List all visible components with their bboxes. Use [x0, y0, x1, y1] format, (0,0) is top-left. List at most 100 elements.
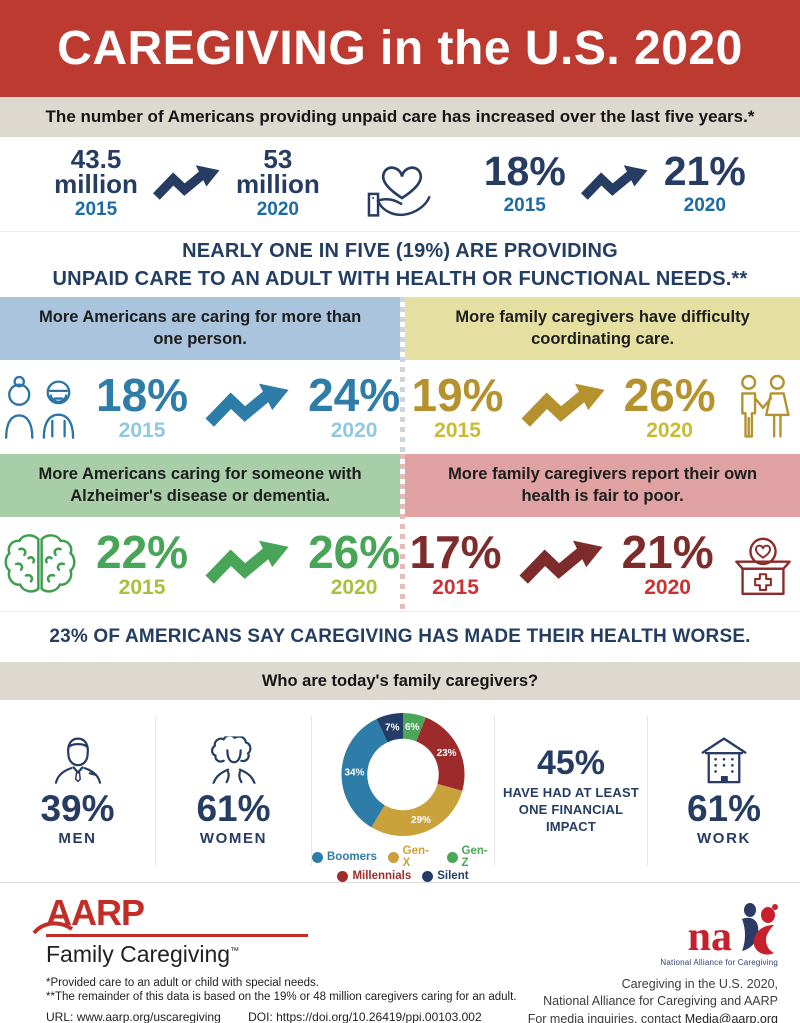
header-banner: CAREGIVING in the U.S. 2020: [0, 0, 800, 97]
quadrant-title: More Americans caring for someone with A…: [0, 454, 401, 517]
stat-percent-2020: 21% 2020: [664, 151, 746, 217]
aarp-logo: AARP Family Caregiving™: [32, 895, 516, 968]
quadrant-own-health: More family caregivers report their own …: [405, 454, 800, 611]
legend-item-gen-z: Gen-Z: [446, 845, 494, 869]
legend-item-gen-x: Gen-X: [387, 845, 436, 869]
office-building-icon: [695, 735, 753, 790]
who-caregivers-text: Who are today's family caregivers?: [261, 671, 539, 690]
percent-2015-value: 18%: [483, 148, 566, 194]
financial-impact-stat: 45% HAVE HAD AT LEAST ONE FINANCIAL IMPA…: [495, 700, 647, 882]
trademark-symbol: ™: [230, 945, 240, 956]
grid-divider: [400, 297, 406, 454]
quadrant-title-text: More Americans are caring for more than …: [39, 308, 362, 348]
donut-data-label: 34%: [344, 768, 364, 779]
media-email-link[interactable]: Media@aarp.org: [684, 1011, 778, 1023]
doi-link[interactable]: https://doi.org/10.26419/ppi.00103.002: [276, 1009, 482, 1023]
legend-dot-icon: [337, 870, 349, 882]
who-caregivers-bar: Who are today's family caregivers?: [0, 662, 800, 700]
quadrant-title-text: More family caregivers have difficulty c…: [455, 308, 750, 348]
donut-slice-silent: [376, 712, 403, 743]
statement-line: UNPAID CARE TO AN ADULT WITH HEALTH OR F…: [52, 267, 748, 290]
men-stat: 39% MEN: [0, 700, 155, 882]
couple-holding-hands-icon: [732, 373, 794, 441]
footnote-2: **The remainder of this data is based on…: [46, 990, 517, 1003]
url-label: URL:: [46, 1009, 74, 1023]
increase-arrow-icon: [152, 164, 222, 204]
women-value: 61%: [196, 787, 271, 829]
doi-label: DOI:: [248, 1009, 273, 1023]
source-links: URL: www.aarp.org/uscaregiving DOI: http…: [46, 1010, 516, 1023]
quadrant-title: More family caregivers report their own …: [405, 454, 800, 517]
subtitle-text: The number of Americans providing unpaid…: [45, 107, 755, 126]
donut-data-label: 6%: [405, 722, 420, 733]
nac-tagline: National Alliance for Caregiving: [660, 958, 778, 967]
millions-unit: million: [54, 168, 138, 199]
work-stat: 61% WORK: [648, 700, 800, 882]
health-worse-statement: 23% OF AMERICANS SAY CAREGIVING HAS MADE…: [0, 612, 800, 662]
quadrant-title: More family caregivers have difficulty c…: [405, 297, 800, 360]
grid-divider: [400, 454, 406, 611]
footer-left: AARP Family Caregiving™ *Provided care t…: [32, 895, 517, 1023]
millions-2015-value: 43.5: [70, 143, 122, 174]
work-label: WORK: [697, 830, 751, 848]
women-stat: 61% WOMEN: [156, 700, 311, 882]
donut-slice-gen-x: [371, 784, 463, 837]
generations-donut-chart: 6% 23% 29% 34% 7% Boomers Gen-X Gen-Z Millennia…: [312, 700, 494, 882]
brain-icon: [0, 531, 80, 597]
donut-data-label: 29%: [411, 815, 431, 826]
legend-label: Boomers: [327, 851, 377, 863]
stat-to: 26% 2020: [308, 525, 401, 599]
quadrant-title-text: More Americans caring for someone with A…: [38, 465, 362, 505]
family-caregiving-wordmark: Family Caregiving™: [46, 941, 240, 967]
year-label: 2020: [683, 195, 726, 216]
donut-slice-boomers: [341, 718, 388, 828]
quadrant-stats: 19% 2015 26% 2020: [405, 360, 800, 454]
financial-label: HAVE HAD AT LEAST ONE FINANCIAL IMPACT: [502, 785, 640, 834]
donut-chart: 6% 23% 29% 34% 7%: [341, 712, 465, 837]
legend-item-millennials: Millennials: [337, 870, 411, 882]
increase-arrow-icon: [518, 539, 606, 589]
donut-data-label: 7%: [385, 722, 400, 733]
quadrant-title-text: More family caregivers report their own …: [448, 465, 758, 505]
comparison-grid: More Americans are caring for more than …: [0, 297, 800, 612]
financial-value: 45%: [536, 744, 606, 783]
year-label: 2015: [503, 195, 546, 216]
nac-logo: na National Alliance for Caregiving: [660, 903, 778, 967]
statement-text: 23% OF AMERICANS SAY CAREGIVING HAS MADE…: [49, 626, 751, 647]
stat-from: 22% 2015: [96, 525, 189, 599]
quadrant-alzheimers: More Americans caring for someone with A…: [0, 454, 401, 611]
aarp-url-link[interactable]: www.aarp.org/uscaregiving: [76, 1009, 221, 1023]
donut-data-label: 23%: [437, 748, 457, 759]
donut-legend: Boomers Gen-X Gen-Z Millennials Silent: [312, 844, 494, 882]
aarp-rule: [46, 934, 308, 937]
credit-line: National Alliance for Caregiving and AAR…: [543, 994, 778, 1009]
year-label: 2015: [74, 199, 118, 221]
legend-label: Gen-Z: [461, 845, 488, 869]
column-divider: [494, 716, 495, 866]
man-icon: [47, 735, 109, 790]
nac-figures-icon: [742, 903, 778, 955]
quadrant-stats: 18% 2015 24% 2020: [0, 360, 400, 454]
elderly-couple-icon: [0, 374, 80, 440]
men-label: MEN: [58, 830, 97, 848]
footer: AARP Family Caregiving™ *Provided care t…: [0, 882, 800, 1023]
legend-label: Gen-X: [402, 845, 429, 869]
column-divider: [311, 716, 312, 866]
donut-slice-gen-z: [403, 712, 426, 742]
men-value: 39%: [40, 787, 115, 829]
credit-line: For media inquiries, contact Media@aarp.…: [528, 1011, 778, 1023]
stat-to: 24% 2020: [308, 368, 401, 442]
stat-millions-2020: 53 million 2020: [236, 146, 320, 221]
stat-millions-2015: 43.5 million 2015: [54, 143, 138, 221]
stat-to: 21% 2020: [621, 525, 714, 599]
donut-slice-millennials: [416, 717, 465, 791]
quadrant-stats: 22% 2015 26% 2020: [0, 517, 400, 611]
aarp-swoosh-icon: [32, 921, 74, 935]
legend-dot-icon: [446, 851, 458, 863]
stat-from: 18% 2015: [96, 368, 189, 442]
heart-in-hand-icon: [364, 149, 440, 219]
subtitle-bar: The number of Americans providing unpaid…: [0, 97, 800, 137]
year-label: 2020: [256, 199, 299, 221]
percent-2020-value: 21%: [663, 148, 746, 194]
